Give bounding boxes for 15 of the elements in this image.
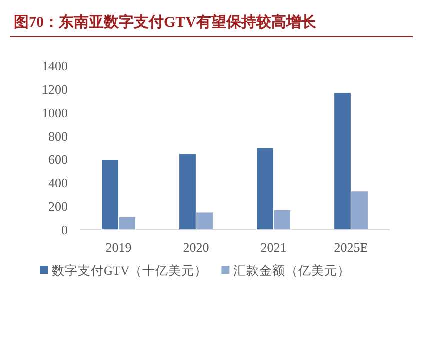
y-tick-label: 1000	[42, 105, 68, 120]
y-tick-label: 1200	[42, 82, 68, 97]
y-tick-label: 200	[48, 199, 68, 214]
y-tick-label: 400	[48, 176, 68, 191]
chart-title: 图70：东南亚数字支付GTV有望保持较高增长	[14, 13, 318, 31]
legend-label: 汇款金额（亿美元）	[234, 263, 351, 278]
y-tick-label: 0	[62, 222, 68, 238]
y-tick-label: 1400	[42, 58, 68, 74]
legend-label: 数字支付GTV（十亿美元）	[52, 263, 208, 278]
y-tick-label: 800	[48, 128, 68, 144]
x-tick-label: 2021	[260, 240, 287, 255]
x-tick-label: 2019	[106, 240, 132, 255]
x-tick-label: 2025E	[334, 240, 368, 255]
y-tick-label: 600	[48, 152, 68, 168]
x-tick-label: 2020	[183, 240, 210, 255]
